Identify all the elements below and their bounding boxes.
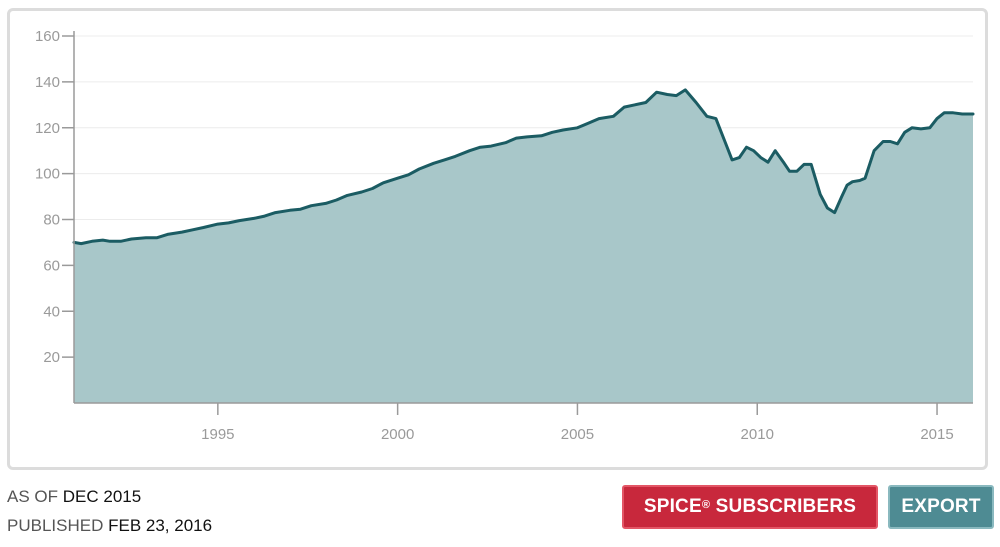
y-tick-label: 120	[35, 120, 60, 137]
export-button[interactable]: EXPORT	[888, 485, 994, 529]
chart-frame: 20 40 60 80 100 120 140 160 1995 2000 2005 2010 2015	[7, 8, 988, 470]
as-of-value: DEC 2015	[62, 487, 142, 506]
y-tick-label: 20	[43, 349, 60, 366]
area-fill	[74, 89, 973, 404]
x-tick-label: 2000	[381, 426, 414, 443]
y-tick-label: 160	[35, 28, 60, 45]
y-tick-label: 40	[43, 303, 60, 320]
as-of-label: AS OF	[7, 487, 59, 506]
x-tick-label: 2010	[741, 426, 774, 443]
area-chart: 20 40 60 80 100 120 140 160 1995 2000 2005 2010 2015	[35, 28, 975, 443]
y-tick-label: 60	[43, 257, 60, 274]
spice-subscribers-button[interactable]: SPICE ® SUBSCRIBERS	[622, 485, 878, 529]
published-line: PUBLISHED FEB 23, 2016	[7, 516, 212, 536]
published-label: PUBLISHED	[7, 516, 104, 535]
y-tick-label: 80	[43, 212, 60, 229]
y-tick-label: 100	[35, 166, 60, 183]
x-tick-label: 2015	[920, 426, 953, 443]
x-tick-label: 1995	[201, 426, 234, 443]
published-value: FEB 23, 2016	[108, 516, 213, 535]
registered-mark: ®	[701, 499, 711, 511]
spice-label: SPICE	[643, 496, 702, 517]
as-of-line: AS OF DEC 2015	[7, 487, 141, 507]
y-tick-label: 140	[35, 74, 60, 91]
x-tick-label: 2005	[561, 426, 594, 443]
series-line	[72, 88, 975, 246]
export-label: EXPORT	[901, 496, 981, 517]
spice-label-suffix: SUBSCRIBERS	[710, 496, 857, 517]
